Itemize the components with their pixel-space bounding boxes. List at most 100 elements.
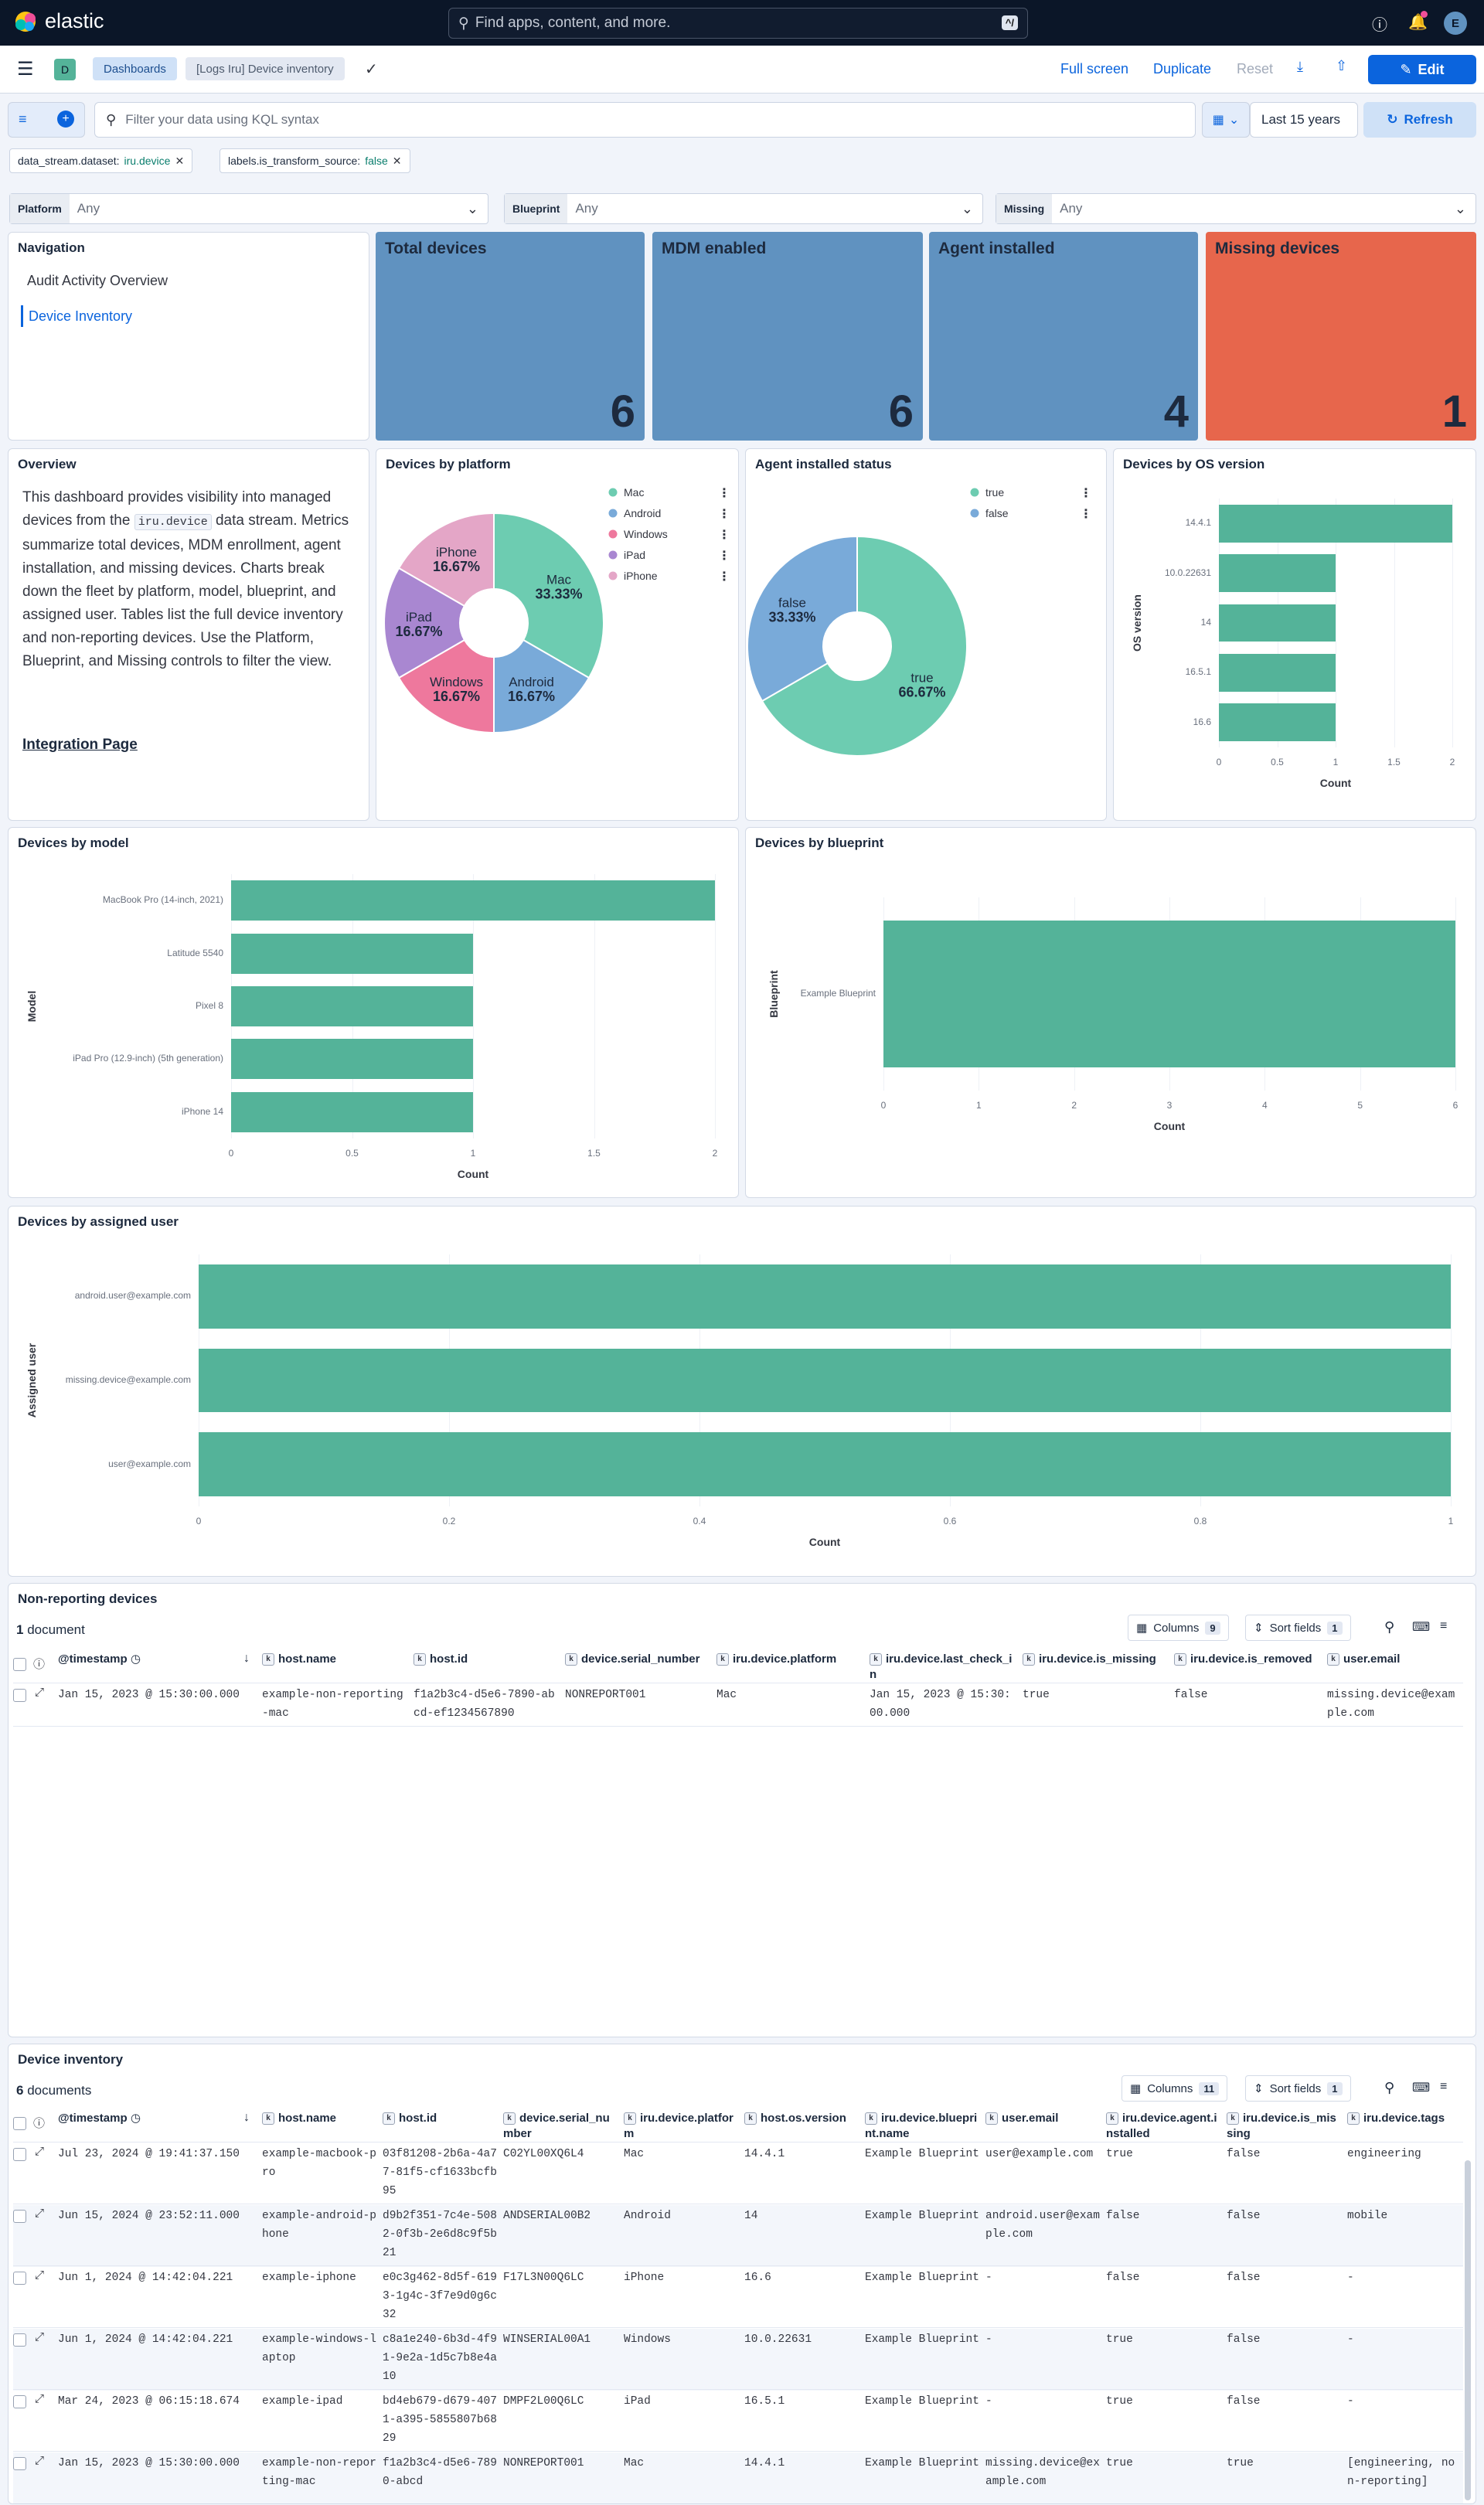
expand-row-icon[interactable]: ⤢ (35, 2145, 45, 2158)
column-header[interactable]: k user.email (985, 2111, 1101, 2126)
duplicate-button[interactable]: Duplicate (1153, 61, 1212, 77)
row-checkbox[interactable] (13, 2395, 26, 2408)
column-header[interactable]: k iru.device.platform (716, 1652, 865, 1667)
expand-row-icon[interactable]: ⤢ (35, 2330, 45, 2343)
y-axis-title: Model (26, 990, 38, 1023)
elastic-logo[interactable]: elastic (14, 9, 104, 33)
os-version-bar-chart: 0 0.5 1 1.5 2 14.4.1 10.0.22631 14 16.5.1 16.6 Cou… (1114, 449, 1475, 820)
settings-icon[interactable]: ≡ (1440, 1619, 1448, 1632)
legend-menu-icon[interactable]: ⋮ (718, 550, 730, 563)
column-header[interactable]: k iru.device.agent.installed (1106, 2112, 1217, 2140)
control-label: Platform (10, 194, 70, 223)
expand-row-icon[interactable]: ⤢ (35, 2207, 45, 2220)
nav-link-audit[interactable]: Audit Activity Overview (27, 273, 168, 288)
filter-pill[interactable]: labels.is_transform_source: false ✕ (220, 148, 410, 173)
row-checkbox[interactable] (13, 2148, 26, 2161)
sort-arrow-icon[interactable]: ↓ (243, 2111, 250, 2124)
share-icon[interactable]: ⇧ (1336, 58, 1348, 73)
expand-row-icon[interactable]: ⤢ (35, 1686, 45, 1699)
search-icon[interactable]: ⚲ (1384, 1619, 1395, 1635)
metric-missing-devices: Missing devices 1 (1206, 232, 1476, 441)
field-type-icon: k (262, 1653, 274, 1666)
filter-menu-icon[interactable]: ≡ (19, 111, 27, 127)
column-header[interactable]: k iru.device.blueprint.name (865, 2112, 978, 2140)
legend-menu-icon[interactable]: ⋮ (1080, 508, 1092, 521)
column-header[interactable]: @timestamp ◷ (58, 1652, 141, 1666)
keyboard-icon[interactable]: ⌨ (1412, 2081, 1431, 2095)
column-header[interactable]: k iru.device.is_missing (1023, 1652, 1169, 1667)
missing-control[interactable]: Missing Any ⌄ (996, 193, 1476, 224)
expand-row-icon[interactable]: ⤢ (35, 2454, 45, 2467)
columns-button[interactable]: ▦ Columns 9 (1128, 1615, 1229, 1641)
select-all-checkbox[interactable] (13, 2117, 26, 2130)
date-quick-menu[interactable]: ▦ ⌄ (1202, 102, 1250, 138)
row-checkbox[interactable] (13, 2272, 26, 2285)
legend-menu-icon[interactable]: ⋮ (718, 508, 730, 521)
legend-menu-icon[interactable]: ⋮ (718, 487, 730, 500)
table-cell: true (1106, 2457, 1133, 2469)
row-checkbox[interactable] (13, 2210, 26, 2223)
row-checkbox[interactable] (13, 1689, 26, 1702)
row-checkbox[interactable] (13, 2457, 26, 2470)
close-icon[interactable]: ✕ (392, 154, 402, 167)
expand-row-icon[interactable]: ⤢ (35, 2392, 45, 2405)
column-header[interactable]: k host.id (414, 1652, 560, 1667)
column-header[interactable]: k iru.device.last_check_in (870, 1652, 1013, 1681)
menu-icon[interactable]: ☰ (17, 59, 34, 80)
keyboard-icon[interactable]: ⌨ (1412, 1621, 1431, 1634)
column-header[interactable]: k device.serial_number (565, 1652, 712, 1667)
add-filter-icon[interactable]: + (57, 111, 74, 128)
row-checkbox[interactable] (13, 2333, 26, 2347)
help-icon[interactable]: ⓘ (1372, 17, 1387, 34)
column-header[interactable]: k iru.device.tags (1347, 2111, 1457, 2126)
notifications-icon[interactable]: 🔔 (1408, 14, 1428, 31)
reset-button[interactable]: Reset (1237, 61, 1274, 77)
column-header[interactable]: k iru.device.platform (624, 2112, 733, 2140)
user-avatar[interactable]: E (1444, 12, 1467, 35)
search-icon: ⚲ (458, 15, 469, 32)
x-tick-label: 6 (1452, 1100, 1458, 1111)
column-header[interactable]: k iru.device.is_missing (1227, 2112, 1336, 2140)
sort-fields-button[interactable]: ⇕ Sort fields 1 (1245, 2075, 1351, 2102)
settings-icon[interactable]: ≡ (1440, 2080, 1448, 2093)
global-search-input[interactable]: ⚲ Find apps, content, and more. ^/ (448, 8, 1028, 39)
column-header[interactable]: k iru.device.is_removed (1174, 1652, 1322, 1667)
column-header[interactable]: k user.email (1327, 1652, 1457, 1667)
filter-pill[interactable]: data_stream.dataset: iru.device ✕ (9, 148, 193, 173)
search-icon[interactable]: ⚲ (1384, 2080, 1395, 2095)
download-icon[interactable]: ⤓ (1297, 59, 1303, 74)
bar (1219, 703, 1336, 742)
columns-button[interactable]: ▦ Columns 11 (1122, 2075, 1228, 2102)
column-header[interactable]: k device.serial_number (503, 2112, 610, 2140)
breadcrumb-dashboards[interactable]: Dashboards (93, 57, 177, 80)
legend-menu-icon[interactable]: ⋮ (718, 529, 730, 542)
y-tick-label: 14.4.1 (1185, 517, 1211, 529)
column-header[interactable]: k host.name (262, 2111, 378, 2126)
edit-button[interactable]: ✎ Edit (1368, 55, 1476, 84)
platform-control[interactable]: Platform Any ⌄ (9, 193, 488, 224)
slice-percent-label: 33.33% (535, 587, 582, 602)
bar (231, 1091, 473, 1132)
time-range-picker[interactable]: Last 15 years (1250, 102, 1358, 138)
full-screen-button[interactable]: Full screen (1060, 61, 1129, 77)
column-header[interactable]: k host.os.version (744, 2111, 860, 2126)
x-tick-label: 0 (880, 1100, 887, 1111)
close-icon[interactable]: ✕ (175, 154, 185, 167)
column-header[interactable]: k host.name (262, 1652, 409, 1667)
sort-fields-button[interactable]: ⇕ Sort fields 1 (1245, 1615, 1351, 1641)
blueprint-control[interactable]: Blueprint Any ⌄ (504, 193, 983, 224)
integration-page-link[interactable]: Integration Page (22, 737, 138, 753)
select-all-checkbox[interactable] (13, 1658, 26, 1671)
refresh-button[interactable]: ↻ Refresh (1363, 102, 1476, 138)
legend-menu-icon[interactable]: ⋮ (1080, 487, 1092, 500)
expand-row-icon[interactable]: ⤢ (35, 2268, 45, 2282)
scrollbar[interactable] (1465, 2160, 1471, 2500)
legend-menu-icon[interactable]: ⋮ (718, 570, 730, 584)
kql-query-input[interactable]: ⚲ Filter your data using KQL syntax (94, 102, 1196, 138)
sort-arrow-icon[interactable]: ↓ (243, 1652, 250, 1665)
document-count: 6 documents (16, 2083, 91, 2098)
column-header[interactable]: @timestamp ◷ (58, 2112, 141, 2125)
nav-link-device-inventory[interactable]: Device Inventory (29, 308, 133, 324)
panel-title: Devices by platform (386, 457, 511, 471)
column-header[interactable]: k host.id (383, 2111, 499, 2126)
